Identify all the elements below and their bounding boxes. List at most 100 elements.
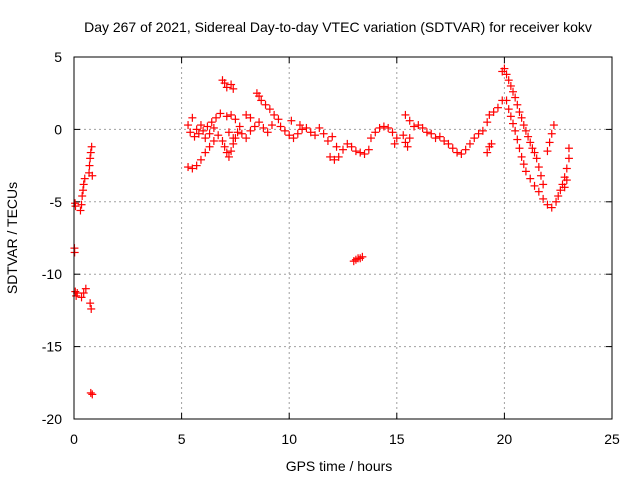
data-point (489, 108, 498, 117)
data-point (255, 92, 264, 101)
data-point (76, 206, 85, 215)
data-point (435, 132, 444, 141)
y-tick-label: -15 (42, 339, 62, 355)
data-point (405, 116, 414, 125)
data-point (85, 161, 94, 170)
data-point (371, 128, 380, 137)
data-point (465, 139, 474, 148)
data-point (192, 161, 201, 170)
data-point (188, 164, 197, 173)
data-point (205, 142, 214, 151)
data-point (274, 115, 283, 124)
data-point (186, 128, 195, 137)
data-point (237, 129, 246, 138)
data-point (330, 155, 339, 164)
y-tick-label: -10 (42, 266, 62, 282)
x-axis-label: GPS time / hours (286, 458, 393, 474)
data-point (390, 139, 399, 148)
data-point (379, 122, 388, 131)
data-point (399, 131, 408, 140)
x-tick-label: 0 (70, 431, 78, 447)
data-point (539, 180, 548, 189)
data-point (201, 134, 210, 143)
data-point (418, 123, 427, 132)
data-point (276, 122, 285, 131)
x-tick-label: 15 (389, 431, 405, 447)
y-tick-label: 0 (54, 121, 62, 137)
data-point (78, 192, 87, 201)
data-point (427, 129, 436, 138)
data-point (207, 118, 216, 127)
y-axis-label: SDTVAR / TECUs (4, 182, 20, 294)
data-point (287, 116, 296, 125)
data-point (366, 134, 375, 143)
data-point (360, 150, 369, 159)
data-point (209, 123, 218, 132)
data-point (401, 110, 410, 119)
data-point (509, 119, 518, 128)
data-point (184, 163, 193, 172)
data-point (524, 132, 533, 141)
data-point (224, 152, 233, 161)
data-point (227, 147, 236, 156)
data-point (539, 194, 548, 203)
data-point (315, 123, 324, 132)
data-point (532, 154, 541, 163)
data-point (306, 128, 315, 137)
data-point (543, 200, 552, 209)
data-point (410, 122, 419, 131)
data-point (405, 134, 414, 143)
data-point (196, 121, 205, 130)
data-point (265, 105, 274, 114)
data-point (71, 202, 80, 211)
x-tick-label: 25 (604, 431, 620, 447)
data-point (534, 187, 543, 196)
data-point (334, 152, 343, 161)
data-point (289, 134, 298, 143)
data-point (233, 128, 242, 137)
data-point (227, 110, 236, 119)
data-point (201, 148, 210, 157)
data-point (485, 110, 494, 119)
data-point (511, 93, 520, 102)
data-point (483, 148, 492, 157)
x-tick-label: 5 (178, 431, 186, 447)
data-point (270, 110, 279, 119)
data-point (222, 83, 231, 92)
data-point (547, 203, 556, 212)
data-point (285, 131, 294, 140)
y-tick-label: -20 (42, 411, 62, 427)
data-point (521, 126, 530, 135)
data-point (448, 144, 457, 153)
data-point (227, 80, 236, 89)
data-point (474, 129, 483, 138)
data-point (190, 132, 199, 141)
data-point (209, 136, 218, 145)
data-points (70, 64, 573, 399)
data-point (483, 118, 492, 127)
data-point (229, 84, 238, 93)
data-point (515, 108, 524, 117)
data-point (511, 126, 520, 135)
data-point (343, 139, 352, 148)
data-point (500, 64, 509, 73)
data-point (188, 113, 197, 122)
data-point (564, 144, 573, 153)
data-point (257, 96, 266, 105)
data-point (86, 299, 95, 308)
data-point (192, 125, 201, 134)
data-point (220, 142, 229, 151)
data-point (196, 155, 205, 164)
data-point (493, 103, 502, 112)
data-point (87, 142, 96, 151)
data-point (71, 287, 80, 296)
data-point (461, 145, 470, 154)
data-point (86, 388, 95, 397)
data-point (242, 110, 251, 119)
data-point (517, 113, 526, 122)
data-point (545, 138, 554, 147)
data-point (502, 70, 511, 79)
data-point (351, 147, 360, 156)
data-point (224, 128, 233, 137)
data-point (526, 174, 535, 183)
